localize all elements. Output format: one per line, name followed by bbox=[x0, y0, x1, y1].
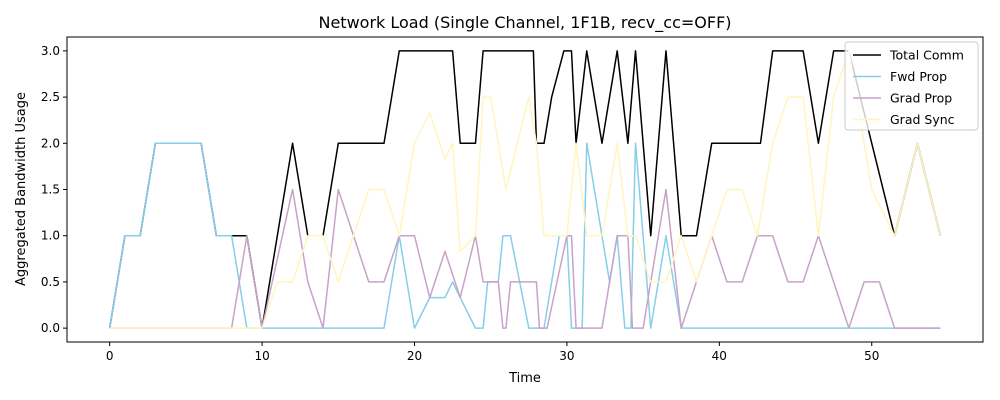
x-axis-label: Time bbox=[508, 371, 541, 386]
x-tick-label: 20 bbox=[407, 349, 422, 363]
y-tick-label: 0.0 bbox=[41, 321, 60, 335]
y-axis-label: Aggregated Bandwidth Usage bbox=[14, 92, 29, 286]
x-tick-label: 40 bbox=[712, 349, 727, 363]
y-tick-label: 3.0 bbox=[41, 44, 60, 58]
plot-area bbox=[66, 36, 984, 343]
y-tick-label: 1.0 bbox=[41, 229, 60, 243]
y-tick-label: 2.5 bbox=[41, 90, 60, 104]
x-tick-label: 10 bbox=[254, 349, 269, 363]
y-tick-label: 1.5 bbox=[41, 183, 60, 197]
y-tick-label: 0.5 bbox=[41, 275, 60, 289]
series-line-grad-sync bbox=[109, 50, 942, 329]
legend-box bbox=[844, 41, 979, 131]
legend-label-grad-prop: Grad Prop bbox=[890, 91, 952, 106]
series-layer bbox=[108, 50, 942, 329]
x-axis-ticks: 0 10 20 30 40 50 bbox=[106, 342, 879, 363]
series-line-grad-prop bbox=[109, 188, 941, 329]
x-tick-label: 50 bbox=[864, 349, 879, 363]
legend-label-grad-sync: Grad Sync bbox=[890, 112, 955, 127]
legend: Total Comm Fwd Prop Grad Prop Grad Sync bbox=[844, 41, 979, 131]
series-line-total-comm bbox=[108, 50, 942, 329]
legend-label-fwd-prop: Fwd Prop bbox=[890, 69, 947, 84]
x-tick-label: 30 bbox=[559, 349, 574, 363]
chart-title: Network Load (Single Channel, 1F1B, recv… bbox=[318, 13, 731, 33]
series-line-fwd-prop bbox=[108, 142, 941, 329]
y-axis-ticks: 0.0 0.5 1.0 1.5 2.0 2.5 3.0 bbox=[41, 44, 67, 335]
x-tick-label: 0 bbox=[106, 349, 114, 363]
legend-label-total-comm: Total Comm bbox=[889, 48, 964, 63]
y-tick-label: 2.0 bbox=[41, 136, 60, 150]
